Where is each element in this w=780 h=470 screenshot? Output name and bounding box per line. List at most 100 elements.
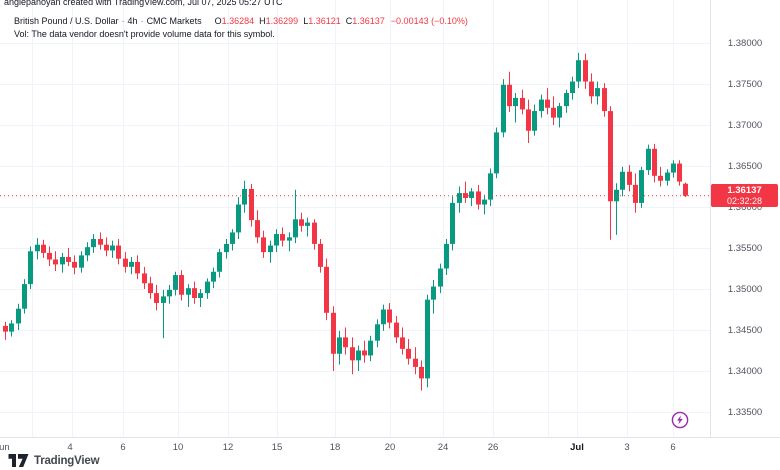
time-axis-label: 6: [120, 442, 126, 453]
ohlc-readout: O1.36284 H1.36299 L1.36121 C1.36137 −0.00143…: [210, 16, 468, 26]
candle: [413, 347, 418, 375]
time-axis-label: 4: [67, 442, 73, 453]
time-axis-label: 12: [222, 442, 234, 453]
interval-label[interactable]: 4h: [127, 16, 138, 26]
candle: [494, 127, 499, 179]
close-value: 1.36137: [352, 16, 385, 26]
candle: [211, 267, 216, 289]
lightning-status-icon[interactable]: [671, 411, 689, 429]
candle: [293, 189, 298, 244]
candle: [167, 284, 172, 304]
candle: [261, 230, 266, 258]
candle: [419, 360, 424, 391]
candle: [350, 337, 355, 375]
candle: [488, 168, 493, 207]
candle: [173, 271, 178, 296]
change-value: −0.00143 (−0.10%): [390, 16, 468, 26]
candle: [356, 345, 361, 371]
current-price-badge[interactable]: 1.36137 02:32:28: [711, 184, 778, 208]
candle: [274, 229, 279, 253]
high-value: 1.36299: [265, 16, 299, 26]
candle: [230, 229, 235, 251]
price-axis-label: 1.34500: [727, 324, 763, 336]
candle: [148, 276, 153, 299]
time-axis-label: Jun: [0, 442, 10, 453]
candle: [526, 99, 531, 144]
candle: [375, 319, 380, 348]
candle: [331, 306, 336, 371]
candle: [476, 184, 481, 210]
candle: [539, 94, 544, 118]
candle: [60, 252, 65, 273]
candle: [242, 180, 247, 213]
candle: [482, 194, 487, 215]
low-label: L: [303, 16, 309, 26]
candle: [602, 83, 607, 117]
low-value: 1.36121: [308, 16, 341, 26]
open-label: O: [214, 16, 222, 26]
candle: [324, 258, 329, 321]
candle: [312, 219, 317, 250]
candle: [47, 246, 52, 267]
bar-countdown: 02:32:28: [726, 196, 763, 207]
candle: [652, 143, 657, 183]
candle: [116, 238, 121, 265]
candle: [66, 248, 71, 267]
candle: [658, 166, 663, 187]
candle: [520, 89, 525, 115]
volume-note: Vol: The data vendor doesn't provide vol…: [14, 29, 275, 39]
candle: [192, 281, 197, 304]
tradingview-logo[interactable]: TradingView: [8, 453, 100, 468]
time-axis[interactable]: Jun 4 6 10 12 15 18 20 24 26 Jul 3 6: [0, 438, 710, 455]
candle: [79, 251, 84, 273]
time-axis-label: 18: [329, 442, 341, 453]
candle: [368, 335, 373, 362]
time-axis-label: Jul: [570, 442, 584, 453]
candle: [683, 182, 688, 198]
candle: [564, 89, 569, 113]
candle: [450, 196, 455, 251]
tradingview-logo-icon: [8, 454, 29, 467]
candle: [570, 76, 575, 100]
candle: [154, 284, 159, 311]
candle: [665, 169, 670, 186]
time-axis-label: 20: [384, 442, 396, 453]
candle: [318, 238, 323, 273]
time-axis-label: 24: [437, 442, 449, 453]
candle: [268, 240, 273, 263]
candle: [198, 289, 203, 308]
candle: [53, 251, 58, 271]
exchange-label[interactable]: CMC Markets: [146, 16, 202, 26]
symbol-legend: British Pound / U.S. Dollar · 4h · CMC Marke…: [14, 15, 468, 41]
candle: [444, 238, 449, 276]
candle: [9, 320, 14, 337]
candle: [513, 93, 518, 123]
candle: [236, 197, 241, 239]
candle: [91, 234, 96, 253]
candle: [28, 246, 33, 289]
candle: [249, 184, 254, 227]
candle: [179, 270, 184, 301]
legend-main-row: British Pound / U.S. Dollar · 4h · CMC Marke…: [14, 15, 468, 28]
candle: [608, 106, 613, 240]
candle: [463, 181, 468, 203]
candle: [438, 263, 443, 294]
candle: [343, 327, 348, 355]
price-axis-label: 1.33500: [727, 406, 763, 418]
symbol-title[interactable]: British Pound / U.S. Dollar: [14, 16, 119, 26]
open-value: 1.36284: [221, 16, 255, 26]
current-price-value: 1.36137: [727, 185, 762, 197]
candle: [589, 73, 594, 104]
price-axis-label: 1.37500: [727, 78, 763, 90]
price-axis[interactable]: 1.380001.375001.370001.365001.360001.355…: [710, 0, 780, 437]
candle: [22, 279, 27, 314]
candle: [287, 232, 292, 252]
candle: [431, 279, 436, 314]
candle: [142, 266, 147, 289]
legend-separator: ·: [121, 16, 125, 26]
candle: [545, 88, 550, 115]
candle: [337, 330, 342, 365]
candle: [406, 339, 411, 365]
